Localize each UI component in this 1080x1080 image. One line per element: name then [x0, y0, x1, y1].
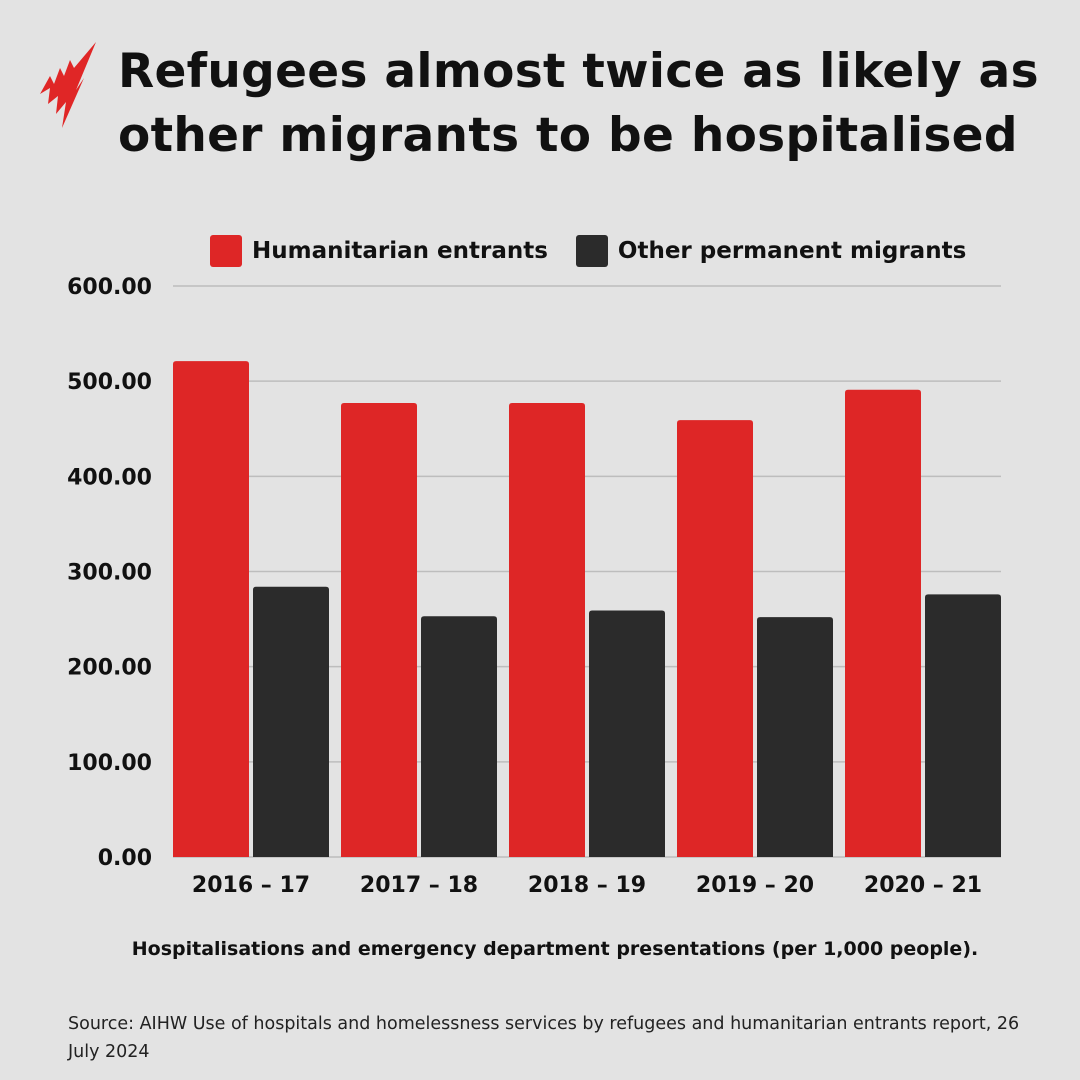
bar-chart: 0.00 100.00 200.00 300.00 400.00 500.00 600.00… — [67, 275, 1001, 898]
chart-title: Refugees almost twice as likely as other… — [118, 44, 1039, 163]
legend-swatch — [210, 235, 242, 267]
source-note: Source: AIHW Use of hospitals and homele… — [68, 1014, 1020, 1062]
x-tick-label: 2019 – 20 — [696, 873, 814, 898]
y-tick-label: 600.00 — [67, 275, 152, 300]
x-tick-label: 2017 – 18 — [360, 873, 478, 898]
x-tick-label: 2020 – 21 — [864, 873, 982, 898]
bar — [589, 610, 665, 857]
legend-label: Humanitarian entrants — [252, 238, 548, 264]
bar — [509, 403, 585, 857]
bar — [421, 616, 497, 857]
legend-label: Other permanent migrants — [617, 238, 967, 264]
bar — [253, 586, 329, 857]
sbs-logo — [40, 42, 96, 128]
y-tick-label: 500.00 — [67, 370, 152, 395]
bar — [925, 594, 1001, 857]
y-tick-label: 200.00 — [67, 656, 152, 681]
x-tick-label: 2018 – 19 — [528, 873, 646, 898]
y-tick-label: 100.00 — [67, 751, 152, 776]
x-axis-label: Hospitalisations and emergency departmen… — [131, 938, 979, 960]
y-tick-label: 300.00 — [67, 561, 152, 586]
bar — [173, 361, 249, 857]
y-tick-label: 400.00 — [67, 465, 152, 490]
bar — [341, 403, 417, 857]
bar — [677, 420, 753, 857]
legend: Humanitarian entrants Other permanent mi… — [210, 235, 994, 267]
x-tick-label: 2016 – 17 — [192, 873, 310, 898]
y-tick-label: 0.00 — [98, 846, 152, 871]
bar — [757, 617, 833, 857]
legend-item-other: Other permanent migrants — [575, 235, 967, 267]
legend-swatch — [575, 235, 608, 267]
bar — [845, 389, 921, 857]
legend-item-humanitarian: Humanitarian entrants — [210, 235, 548, 267]
